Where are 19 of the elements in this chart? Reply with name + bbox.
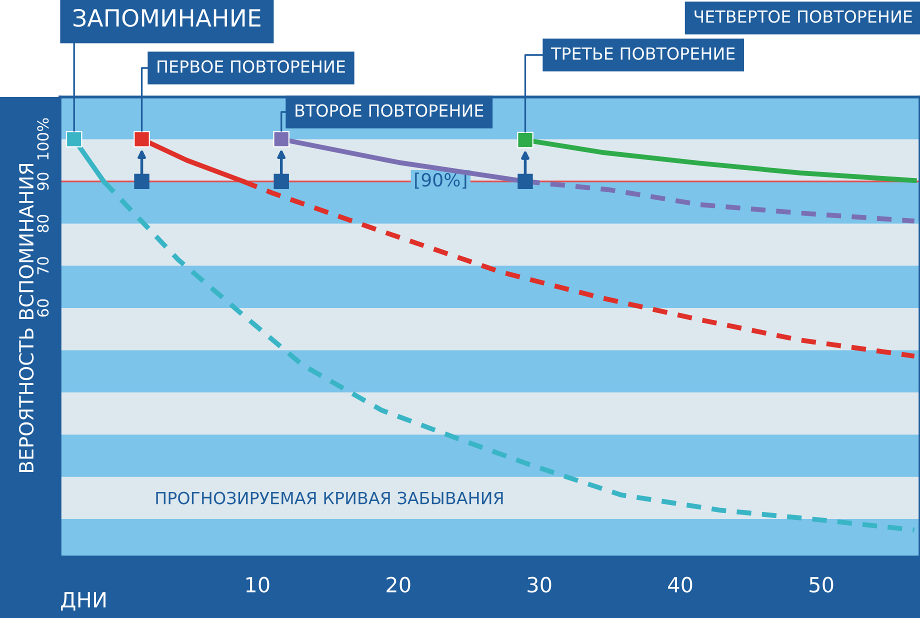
x-axis-title: ДНИ — [61, 592, 106, 611]
x-tick-label: 40 — [668, 576, 692, 593]
y-axis-title: ВЕРОЯТНОСТЬ ВСПОМИНАНИЯ — [18, 164, 34, 472]
x-tick-label: 10 — [246, 576, 270, 593]
annotation: ТРЕТЬЕ ПОВТОРЕНИЕ — [550, 47, 735, 60]
y-tick-label: 70 — [37, 257, 49, 274]
ref-line-label: [90%] — [415, 172, 466, 189]
text: ЧЕТВЕРТОЕ ПОВТОРЕНИЕ — [694, 10, 912, 23]
y-tick-label: 60 — [37, 299, 49, 317]
annotation: ВТОРОЕ ПОВТОРЕНИЕ — [296, 104, 484, 117]
y-tick-label: 90 — [37, 172, 49, 190]
annotation: ПЕРВОЕ ПОВТОРЕНИЕ — [158, 60, 345, 73]
annotation: ЗАПОМИНАНИЕ — [74, 8, 260, 27]
annotation: ПРОГНОЗИРУЕМАЯ КРИВАЯ ЗАБЫВАНИЯ — [156, 492, 503, 504]
y-tick-label: 100% — [37, 118, 49, 160]
x-tick-label: 20 — [386, 576, 410, 593]
x-tick-label: 30 — [528, 576, 552, 593]
y-tick-label: 80 — [37, 214, 49, 232]
x-tick-label: 50 — [810, 576, 834, 593]
